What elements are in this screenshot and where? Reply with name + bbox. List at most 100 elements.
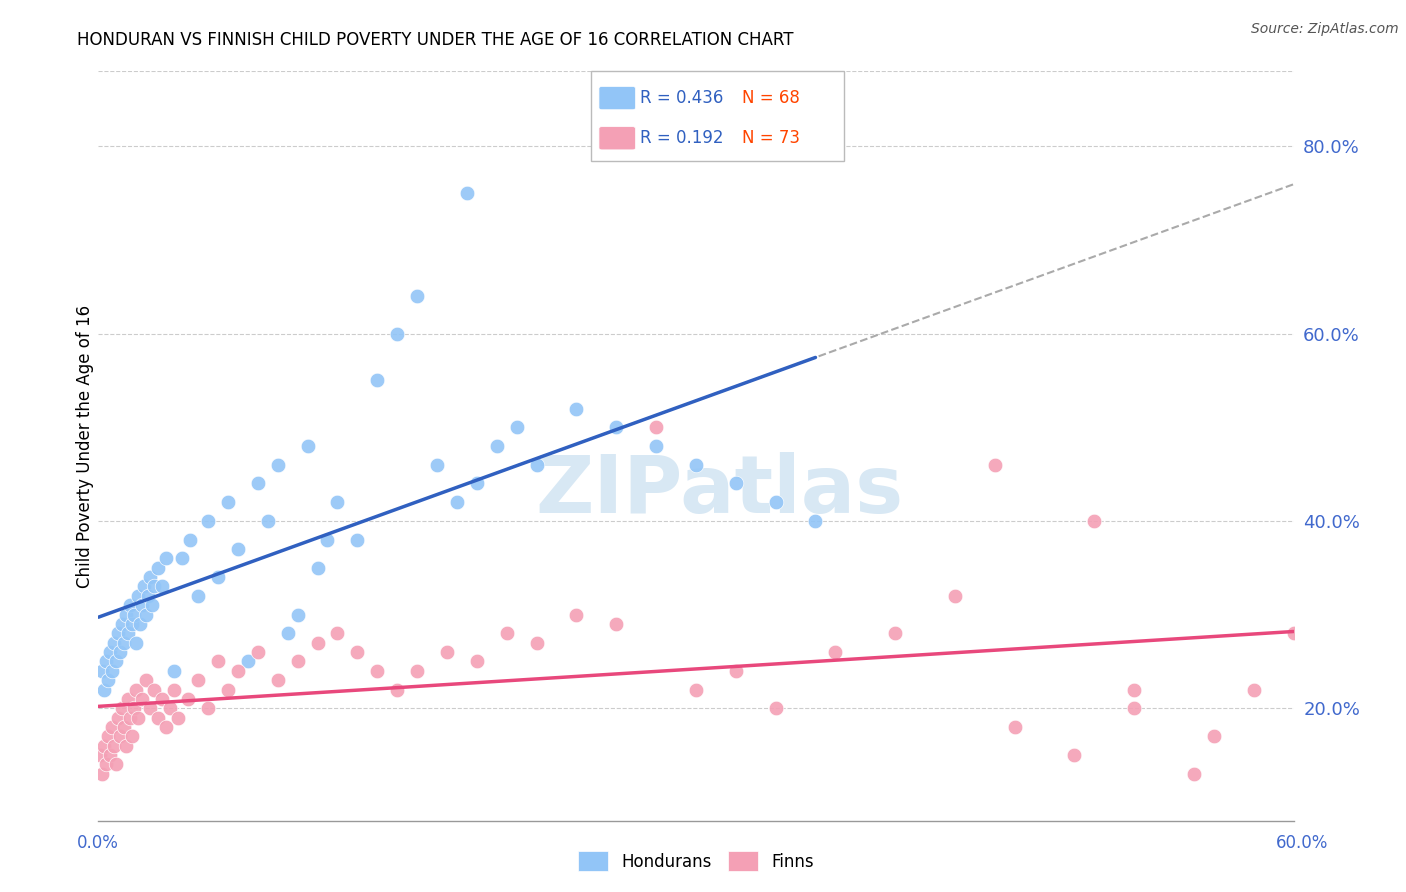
Point: [187, 589, 209, 603]
Text: Source: ZipAtlas.com: Source: ZipAtlas.com: [1251, 22, 1399, 37]
Text: 0.0%: 0.0%: [77, 834, 120, 852]
Point: [98, 645, 122, 659]
Point: [120, 710, 142, 724]
Point: [685, 458, 707, 472]
Point: [485, 439, 508, 453]
Point: [129, 617, 152, 632]
Point: [127, 589, 149, 603]
Point: [685, 682, 707, 697]
Point: [406, 664, 429, 678]
Point: [346, 533, 368, 547]
Point: [121, 617, 143, 632]
Point: [366, 374, 388, 388]
Point: [246, 476, 269, 491]
Point: [89, 747, 111, 762]
Point: [943, 589, 966, 603]
Point: [406, 289, 429, 303]
Point: [127, 710, 149, 724]
Point: [217, 495, 239, 509]
Point: [246, 645, 269, 659]
Point: [984, 458, 1007, 472]
Legend: Hondurans, Finns: Hondurans, Finns: [569, 843, 823, 880]
Point: [143, 682, 166, 697]
Point: [267, 673, 290, 688]
Point: [103, 739, 125, 753]
Point: [1123, 701, 1146, 715]
Point: [93, 739, 115, 753]
Point: [101, 664, 124, 678]
Point: [207, 655, 229, 669]
Point: [101, 720, 124, 734]
Point: [120, 599, 142, 613]
Point: [645, 439, 668, 453]
Point: [111, 701, 134, 715]
Text: HONDURAN VS FINNISH CHILD POVERTY UNDER THE AGE OF 16 CORRELATION CHART: HONDURAN VS FINNISH CHILD POVERTY UNDER …: [77, 31, 794, 49]
Point: [97, 730, 120, 744]
Point: [105, 757, 128, 772]
Point: [884, 626, 907, 640]
Point: [155, 551, 177, 566]
Point: [131, 692, 153, 706]
Point: [139, 570, 162, 584]
Point: [804, 514, 827, 528]
Point: [150, 692, 173, 706]
Point: [110, 645, 132, 659]
Point: [267, 458, 290, 472]
Text: R = 0.436: R = 0.436: [640, 89, 723, 107]
Point: [197, 514, 219, 528]
Point: [1083, 514, 1105, 528]
Point: [91, 664, 114, 678]
Point: [307, 635, 329, 649]
Point: [155, 720, 177, 734]
Point: [91, 767, 114, 781]
Point: [111, 617, 134, 632]
Point: [125, 682, 148, 697]
Point: [824, 645, 846, 659]
Text: 60.0%: 60.0%: [1277, 834, 1329, 852]
Point: [287, 607, 309, 622]
Point: [136, 589, 159, 603]
Point: [526, 458, 548, 472]
Point: [179, 533, 201, 547]
Point: [287, 655, 309, 669]
Text: N = 73: N = 73: [742, 129, 800, 147]
Point: [148, 561, 170, 575]
Point: [103, 635, 125, 649]
Text: N = 68: N = 68: [742, 89, 800, 107]
Point: [112, 635, 135, 649]
Point: [645, 420, 668, 434]
Point: [385, 326, 409, 341]
Point: [187, 673, 209, 688]
Point: [385, 682, 409, 697]
Point: [436, 645, 458, 659]
Y-axis label: Child Poverty Under the Age of 16: Child Poverty Under the Age of 16: [76, 304, 94, 588]
Point: [1202, 730, 1225, 744]
Point: [150, 580, 173, 594]
Point: [117, 626, 139, 640]
Point: [143, 580, 166, 594]
Point: [135, 607, 157, 622]
Point: [1282, 626, 1305, 640]
Point: [217, 682, 239, 697]
Point: [1004, 720, 1026, 734]
Point: [93, 682, 115, 697]
Point: [526, 635, 548, 649]
Point: [326, 626, 349, 640]
Point: [366, 664, 388, 678]
Point: [207, 570, 229, 584]
Point: [124, 701, 146, 715]
Point: [307, 561, 329, 575]
Point: [446, 495, 468, 509]
Point: [107, 710, 129, 724]
Point: [135, 673, 157, 688]
Point: [134, 580, 156, 594]
Point: [495, 626, 517, 640]
Point: [277, 626, 299, 640]
Point: [117, 692, 139, 706]
Point: [605, 420, 627, 434]
Point: [456, 186, 478, 201]
Point: [765, 701, 787, 715]
Point: [115, 739, 138, 753]
Point: [115, 607, 138, 622]
Point: [565, 607, 588, 622]
